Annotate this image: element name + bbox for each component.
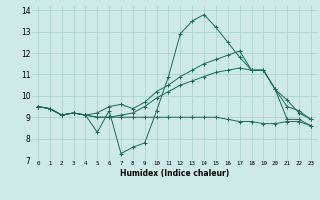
X-axis label: Humidex (Indice chaleur): Humidex (Indice chaleur) xyxy=(120,169,229,178)
